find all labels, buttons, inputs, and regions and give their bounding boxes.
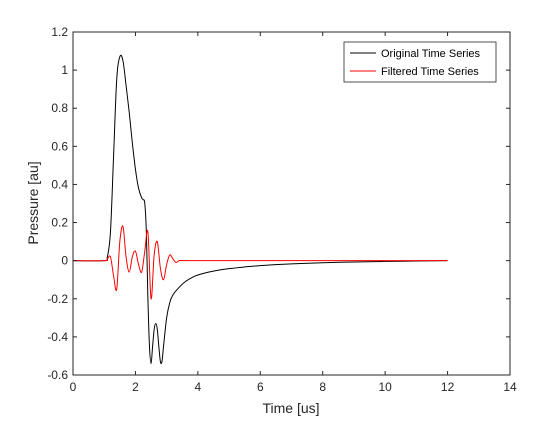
- x-tick-label: 14: [503, 380, 517, 394]
- filtered-time-series-line: [72, 225, 448, 300]
- y-tick-label: 1: [61, 63, 68, 77]
- x-tick-label: 4: [195, 380, 202, 394]
- plot-frame: [72, 31, 511, 376]
- legend-box: [343, 41, 497, 83]
- y-tick-label: 0.6: [51, 139, 68, 153]
- legend-label-filtered: Filtered Time Series: [381, 66, 479, 78]
- y-tick-label: 0: [61, 254, 68, 268]
- y-tick-label: -0.6: [47, 368, 68, 382]
- y-tick-label: 0.4: [51, 177, 68, 191]
- y-tick-label: -0.2: [47, 292, 68, 306]
- original-time-series-line: [72, 54, 448, 365]
- y-tick-label: 0.2: [51, 216, 68, 230]
- legend-label-original: Original Time Series: [381, 48, 481, 60]
- legend: Original Time Series Filtered Time Serie…: [343, 41, 497, 83]
- y-tick-label: 0.8: [51, 101, 68, 115]
- x-tick-label: 10: [378, 380, 392, 394]
- y-tick-label: 1.2: [51, 25, 68, 39]
- y-tick-label: -0.4: [47, 330, 68, 344]
- x-tick-label: 12: [441, 380, 455, 394]
- plot-area: [73, 32, 510, 375]
- y-axis-label: Pressure [au]: [25, 161, 41, 244]
- x-tick-label: 0: [70, 380, 77, 394]
- x-tick-label: 8: [319, 380, 326, 394]
- x-tick-label: 6: [257, 380, 264, 394]
- x-axis-label: Time [us]: [262, 400, 319, 416]
- series-layer: [72, 54, 448, 365]
- x-tick-label: 2: [132, 380, 139, 394]
